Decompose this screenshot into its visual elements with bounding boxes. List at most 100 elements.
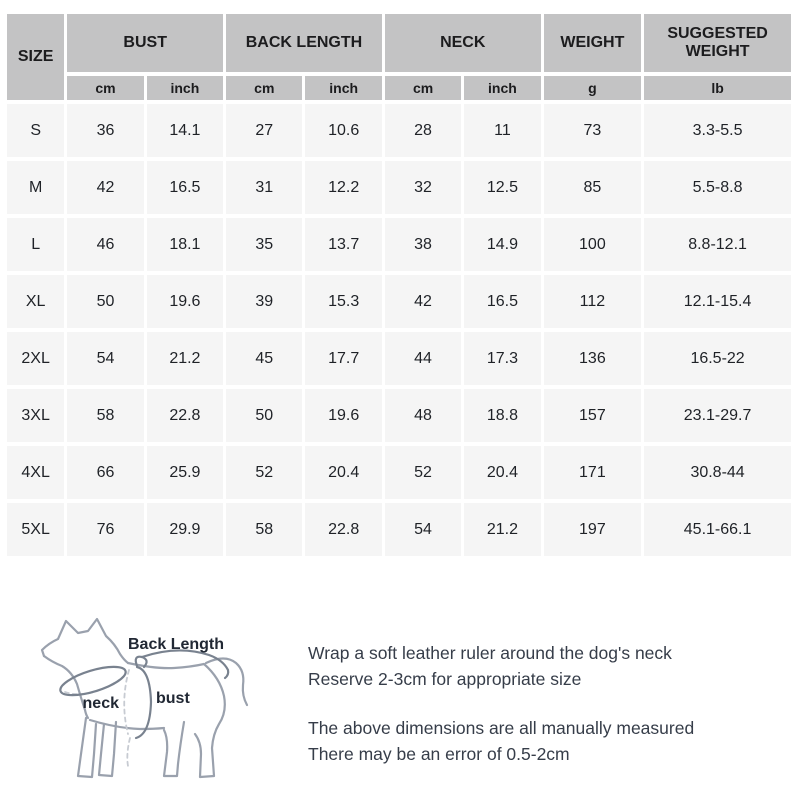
col-header-size: SIZE (7, 14, 65, 100)
value-cell: 20.4 (464, 446, 541, 499)
table-row: S 36 14.1 27 10.6 28 11 73 3.3-5.5 (7, 104, 791, 157)
value-cell: 171 (543, 446, 642, 499)
measure-annotations (59, 649, 230, 740)
back-length-label: Back Length (128, 636, 224, 653)
size-cell: XL (7, 275, 65, 328)
value-cell: 48 (384, 389, 462, 442)
value-cell: 50 (226, 389, 303, 442)
unit-header-back-cm: cm (226, 76, 303, 100)
note-line-4: There may be an error of 0.5-2cm (308, 744, 570, 764)
header-group-row: SIZE BUST BACK LENGTH NECK WEIGHT SUGGES… (7, 14, 791, 100)
value-cell: 5.5-8.8 (644, 161, 791, 214)
value-cell: 45.1-66.1 (644, 503, 791, 556)
value-cell: 42 (384, 275, 462, 328)
value-cell: 157 (543, 389, 642, 442)
value-cell: 45 (226, 332, 303, 385)
dashed-measure-lines (64, 669, 131, 767)
value-cell: 14.1 (146, 104, 224, 157)
value-cell: 20.4 (305, 446, 382, 499)
value-cell: 12.2 (305, 161, 382, 214)
dog-measurement-diagram: Back Length neck bust (16, 606, 286, 798)
size-chart-section: SIZE BUST BACK LENGTH NECK WEIGHT SUGGES… (4, 10, 796, 560)
value-cell: 16.5-22 (644, 332, 791, 385)
value-cell: 54 (384, 503, 462, 556)
value-cell: 25.9 (146, 446, 224, 499)
value-cell: 23.1-29.7 (644, 389, 791, 442)
dog-diagram-svg: Back Length neck bust (40, 617, 249, 779)
value-cell: 17.3 (464, 332, 541, 385)
value-cell: 38 (384, 218, 462, 271)
value-cell: 3.3-5.5 (644, 104, 791, 157)
value-cell: 35 (226, 218, 303, 271)
value-cell: 28 (384, 104, 462, 157)
table-row: 3XL 58 22.8 50 19.6 48 18.8 157 23.1-29.7 (7, 389, 791, 442)
value-cell: 54 (67, 332, 144, 385)
value-cell: 44 (384, 332, 462, 385)
value-cell: 100 (543, 218, 642, 271)
value-cell: 11 (464, 104, 541, 157)
value-cell: 46 (67, 218, 144, 271)
value-cell: 22.8 (146, 389, 224, 442)
table-row: M 42 16.5 31 12.2 32 12.5 85 5.5-8.8 (7, 161, 791, 214)
value-cell: 13.7 (305, 218, 382, 271)
value-cell: 18.8 (464, 389, 541, 442)
value-cell: 76 (67, 503, 144, 556)
note-line-1: Wrap a soft leather ruler around the dog… (308, 643, 672, 663)
value-cell: 12.1-15.4 (644, 275, 791, 328)
neck-label: neck (83, 695, 120, 712)
col-header-back-length: BACK LENGTH (226, 14, 382, 72)
size-cell: 4XL (7, 446, 65, 499)
col-header-weight: WEIGHT (543, 14, 642, 72)
col-header-bust: BUST (67, 14, 224, 72)
header-unit-row: cm inch cm inch cm inch g lb (7, 76, 791, 100)
value-cell: 136 (543, 332, 642, 385)
bust-measure-ring (134, 665, 153, 740)
value-cell: 16.5 (464, 275, 541, 328)
note-line-2: Reserve 2-3cm for appropriate size (308, 669, 582, 689)
value-cell: 52 (384, 446, 462, 499)
value-cell: 73 (543, 104, 642, 157)
size-cell: L (7, 218, 65, 271)
value-cell: 50 (67, 275, 144, 328)
unit-header-neck-inch: inch (464, 76, 541, 100)
value-cell: 31 (226, 161, 303, 214)
col-header-suggested-weight: SUGGESTED WEIGHT (644, 14, 791, 72)
neck-measure-ring (59, 665, 127, 697)
value-cell: 15.3 (305, 275, 382, 328)
note-line-3: The above dimensions are all manually me… (308, 718, 695, 738)
value-cell: 22.8 (305, 503, 382, 556)
size-chart-table: SIZE BUST BACK LENGTH NECK WEIGHT SUGGES… (4, 10, 794, 560)
value-cell: 12.5 (464, 161, 541, 214)
unit-header-bust-inch: inch (146, 76, 224, 100)
value-cell: 29.9 (146, 503, 224, 556)
col-header-neck: NECK (384, 14, 541, 72)
size-cell: 5XL (7, 503, 65, 556)
value-cell: 14.9 (464, 218, 541, 271)
value-cell: 19.6 (146, 275, 224, 328)
size-cell: 2XL (7, 332, 65, 385)
value-cell: 17.7 (305, 332, 382, 385)
value-cell: 58 (67, 389, 144, 442)
dog-outline (40, 617, 249, 779)
value-cell: 16.5 (146, 161, 224, 214)
table-row: 2XL 54 21.2 45 17.7 44 17.3 136 16.5-22 (7, 332, 791, 385)
size-cell: 3XL (7, 389, 65, 442)
unit-header-suggested-lb: lb (644, 76, 791, 100)
value-cell: 85 (543, 161, 642, 214)
value-cell: 66 (67, 446, 144, 499)
size-cell: M (7, 161, 65, 214)
value-cell: 21.2 (146, 332, 224, 385)
value-cell: 197 (543, 503, 642, 556)
value-cell: 58 (226, 503, 303, 556)
table-row: L 46 18.1 35 13.7 38 14.9 100 8.8-12.1 (7, 218, 791, 271)
table-row: 5XL 76 29.9 58 22.8 54 21.2 197 45.1-66.1 (7, 503, 791, 556)
value-cell: 19.6 (305, 389, 382, 442)
size-cell: S (7, 104, 65, 157)
unit-header-weight-g: g (543, 76, 642, 100)
value-cell: 21.2 (464, 503, 541, 556)
size-table-body: S 36 14.1 27 10.6 28 11 73 3.3-5.5 M 42 16.5 31 12.2 3… (7, 104, 791, 556)
unit-header-bust-cm: cm (67, 76, 144, 100)
table-row: 4XL 66 25.9 52 20.4 52 20.4 171 30.8-44 (7, 446, 791, 499)
value-cell: 112 (543, 275, 642, 328)
unit-header-back-inch: inch (305, 76, 382, 100)
